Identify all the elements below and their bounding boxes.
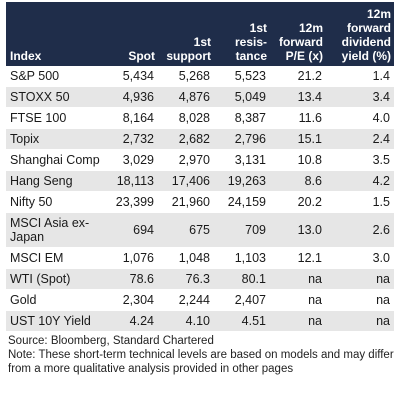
table-cell: 3.5 xyxy=(326,149,394,171)
table-cell: 5,434 xyxy=(108,66,158,87)
source-note: Source: Bloomberg, Standard Chartered xyxy=(8,335,214,347)
table-row: STOXX 50 4,936 4,876 5,049 13.4 3.4 xyxy=(6,86,394,108)
table-row: Topix 2,732 2,682 2,796 15.1 2.4 xyxy=(6,128,394,150)
table-cell: 20.2 xyxy=(270,191,326,213)
header-resistance: 1st resis-tance xyxy=(214,2,270,66)
table-cell: 24,159 xyxy=(214,191,270,213)
row-index-name: Nifty 50 xyxy=(6,191,108,213)
table-cell: 80.1 xyxy=(214,268,270,290)
table-cell: 4.10 xyxy=(158,310,214,332)
table-cell: 23,399 xyxy=(108,191,158,213)
table-cell: 78.6 xyxy=(108,268,158,290)
table-cell: 4.24 xyxy=(108,310,158,332)
header-spot: Spot xyxy=(108,2,158,66)
row-index-name: Gold xyxy=(6,289,108,311)
table-cell: 8,387 xyxy=(214,107,270,129)
header-pe: 12m forward P/E (x) xyxy=(270,2,326,66)
table-cell: 2,732 xyxy=(108,128,158,150)
table-cell: 1,048 xyxy=(158,247,214,269)
table-cell: 8.6 xyxy=(270,170,326,192)
table-cell: 2.6 xyxy=(326,212,394,248)
row-index-name: MSCI Asia ex-Japan xyxy=(6,212,108,248)
table-cell: 4.0 xyxy=(326,107,394,129)
table-cell: 694 xyxy=(108,212,158,248)
table-body: S&P 500 5,434 5,268 5,523 21.2 1.4 STOXX 50 4,9… xyxy=(6,66,394,332)
table-row: FTSE 100 8,164 8,028 8,387 11.6 4.0 xyxy=(6,107,394,129)
header-dividend-yield: 12m forward dividend yield (%) xyxy=(326,2,394,66)
table-row: Hang Seng 18,113 17,406 19,263 8.6 4.2 xyxy=(6,170,394,192)
table-cell: 4.51 xyxy=(214,310,270,332)
table-cell: 76.3 xyxy=(158,268,214,290)
table-header-row: Index Spot 1st support 1st resis-tance 1… xyxy=(6,2,394,66)
disclaimer-note: Note: These short-term technical levels … xyxy=(8,349,394,375)
row-index-name: UST 10Y Yield xyxy=(6,310,108,332)
table-row: S&P 500 5,434 5,268 5,523 21.2 1.4 xyxy=(6,66,394,87)
table-cell: 4,936 xyxy=(108,86,158,108)
table-row: MSCI Asia ex-Japan 694 675 709 13.0 2.6 xyxy=(6,212,394,248)
table-cell: 2,407 xyxy=(214,289,270,311)
table-cell: 3,029 xyxy=(108,149,158,171)
table-cell: 5,049 xyxy=(214,86,270,108)
table-cell: 15.1 xyxy=(270,128,326,150)
table-row: MSCI EM 1,076 1,048 1,103 12.1 3.0 xyxy=(6,247,394,269)
table-cell: 5,268 xyxy=(158,66,214,87)
table-cell: 5,523 xyxy=(214,66,270,87)
table-cell: 1,103 xyxy=(214,247,270,269)
table-cell: 2,970 xyxy=(158,149,214,171)
table-cell: 3,131 xyxy=(214,149,270,171)
table-cell: 21.2 xyxy=(270,66,326,87)
row-index-name: Shanghai Comp xyxy=(6,149,108,171)
table-row: WTI (Spot) 78.6 76.3 80.1 na na xyxy=(6,268,394,290)
table-row: Gold 2,304 2,244 2,407 na na xyxy=(6,289,394,311)
table-cell: 1.4 xyxy=(326,66,394,87)
row-index-name: WTI (Spot) xyxy=(6,268,108,290)
table-cell: 4,876 xyxy=(158,86,214,108)
table-footer: Source: Bloomberg, Standard Chartered No… xyxy=(6,332,394,376)
header-index: Index xyxy=(6,2,108,66)
table-cell: 3.4 xyxy=(326,86,394,108)
table-cell: 2,244 xyxy=(158,289,214,311)
row-index-name: S&P 500 xyxy=(6,66,108,87)
table-cell: 11.6 xyxy=(270,107,326,129)
table-cell: na xyxy=(270,310,326,332)
table-cell: 1,076 xyxy=(108,247,158,269)
table-cell: 2.4 xyxy=(326,128,394,150)
row-index-name: MSCI EM xyxy=(6,247,108,269)
row-index-name: Topix xyxy=(6,128,108,150)
table-cell: 1.5 xyxy=(326,191,394,213)
table-cell: 13.4 xyxy=(270,86,326,108)
table-cell: 709 xyxy=(214,212,270,248)
table-cell: 13.0 xyxy=(270,212,326,248)
table-cell: 21,960 xyxy=(158,191,214,213)
table-cell: 10.8 xyxy=(270,149,326,171)
table-cell: 12.1 xyxy=(270,247,326,269)
table-cell: 3.0 xyxy=(326,247,394,269)
table-cell: na xyxy=(270,268,326,290)
table-cell: 2,796 xyxy=(214,128,270,150)
table-cell: 675 xyxy=(158,212,214,248)
table-cell: 18,113 xyxy=(108,170,158,192)
table-cell: 19,263 xyxy=(214,170,270,192)
table-row: Shanghai Comp 3,029 2,970 3,131 10.8 3.5 xyxy=(6,149,394,171)
market-levels-table: Index Spot 1st support 1st resis-tance 1… xyxy=(6,2,394,332)
table-cell: na xyxy=(326,310,394,332)
table-cell: na xyxy=(326,268,394,290)
table-row: Nifty 50 23,399 21,960 24,159 20.2 1.5 xyxy=(6,191,394,213)
table-cell: 4.2 xyxy=(326,170,394,192)
table-row: UST 10Y Yield 4.24 4.10 4.51 na na xyxy=(6,310,394,332)
table-cell: 8,164 xyxy=(108,107,158,129)
row-index-name: Hang Seng xyxy=(6,170,108,192)
header-support: 1st support xyxy=(158,2,214,66)
table-cell: 8,028 xyxy=(158,107,214,129)
row-index-name: STOXX 50 xyxy=(6,86,108,108)
table-cell: 2,682 xyxy=(158,128,214,150)
row-index-name: FTSE 100 xyxy=(6,107,108,129)
table-cell: 2,304 xyxy=(108,289,158,311)
table-cell: 17,406 xyxy=(158,170,214,192)
table-cell: na xyxy=(270,289,326,311)
table-cell: na xyxy=(326,289,394,311)
